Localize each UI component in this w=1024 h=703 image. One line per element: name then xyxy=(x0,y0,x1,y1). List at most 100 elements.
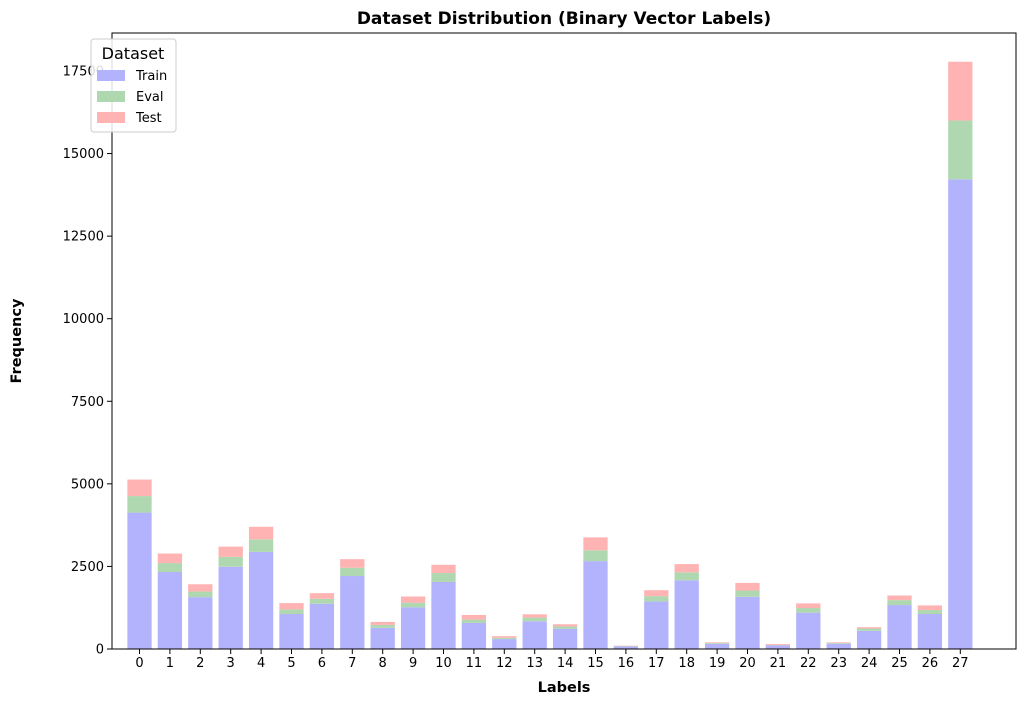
x-tick-label-26: 26 xyxy=(922,656,939,671)
x-tick-label-11: 11 xyxy=(466,656,483,671)
bar-eval-11 xyxy=(461,619,487,623)
bar-test-24 xyxy=(856,627,882,629)
bar-eval-18 xyxy=(674,572,699,581)
bar-eval-22 xyxy=(796,608,821,613)
x-tick-label-13: 13 xyxy=(526,656,543,671)
bar-eval-17 xyxy=(644,596,669,602)
x-tick-label-14: 14 xyxy=(557,656,574,671)
bar-test-27 xyxy=(948,61,973,121)
bar-train-2 xyxy=(188,597,213,649)
bar-train-16 xyxy=(613,646,639,649)
x-tick-label-19: 19 xyxy=(709,656,726,671)
bar-test-21 xyxy=(765,644,791,646)
x-tick-label-21: 21 xyxy=(770,656,787,671)
bar-train-12 xyxy=(492,639,517,649)
legend: Dataset Train Eval Test xyxy=(90,38,177,133)
bar-eval-12 xyxy=(492,637,517,640)
bar-test-19 xyxy=(704,642,730,644)
bar-test-2 xyxy=(188,584,213,592)
bar-test-20 xyxy=(735,582,760,591)
bar-train-10 xyxy=(431,581,456,649)
bar-train-23 xyxy=(826,643,851,649)
bar-train-0 xyxy=(127,512,152,649)
bar-test-0 xyxy=(127,479,152,497)
bar-eval-9 xyxy=(400,602,426,608)
x-tick-label-18: 18 xyxy=(678,656,695,671)
bar-train-17 xyxy=(644,601,669,649)
bar-test-10 xyxy=(431,564,456,574)
bar-eval-24 xyxy=(856,628,882,631)
bar-test-23 xyxy=(826,642,851,644)
x-tick-label-5: 5 xyxy=(287,656,295,671)
x-tick-label-25: 25 xyxy=(891,656,908,671)
x-tick-label-1: 1 xyxy=(166,656,174,671)
bar-eval-2 xyxy=(188,591,213,598)
bar-eval-14 xyxy=(552,626,578,629)
bar-test-3 xyxy=(218,546,243,557)
legend-swatch-train xyxy=(97,70,125,81)
bar-train-13 xyxy=(522,621,547,649)
x-tick-label-0: 0 xyxy=(135,656,143,671)
bar-test-14 xyxy=(552,624,578,627)
bar-train-11 xyxy=(461,622,487,649)
bar-test-13 xyxy=(522,614,547,618)
bar-train-27 xyxy=(948,179,973,649)
bar-eval-23 xyxy=(826,643,851,644)
chart-title: Dataset Distribution (Binary Vector Labe… xyxy=(357,9,771,29)
bar-eval-27 xyxy=(948,120,973,180)
bar-test-17 xyxy=(644,590,669,597)
bar-test-7 xyxy=(340,559,365,568)
bar-test-5 xyxy=(279,603,304,610)
legend-swatch-test xyxy=(97,112,125,123)
bar-test-12 xyxy=(492,636,517,638)
bar-test-22 xyxy=(796,603,821,609)
x-tick-label-15: 15 xyxy=(587,656,604,671)
bar-train-25 xyxy=(887,605,912,649)
bar-eval-20 xyxy=(735,590,760,597)
bar-eval-1 xyxy=(157,563,183,573)
bars-group xyxy=(127,61,973,649)
bar-train-9 xyxy=(400,607,426,649)
y-axis-title: Frequency xyxy=(9,298,25,383)
bar-train-4 xyxy=(248,551,274,649)
bar-train-24 xyxy=(856,630,882,649)
bar-train-5 xyxy=(279,613,304,649)
x-tick-label-27: 27 xyxy=(952,656,969,671)
x-axis-title: Labels xyxy=(538,680,591,696)
bar-test-9 xyxy=(400,596,426,603)
bar-test-15 xyxy=(583,537,608,551)
legend-label-eval: Eval xyxy=(136,90,164,105)
bar-test-8 xyxy=(370,621,395,625)
bar-eval-0 xyxy=(127,496,152,513)
x-tick-label-24: 24 xyxy=(861,656,878,671)
bar-train-26 xyxy=(917,613,943,649)
bar-test-18 xyxy=(674,564,699,573)
bar-eval-7 xyxy=(340,567,365,577)
x-tick-label-2: 2 xyxy=(196,656,204,671)
bar-train-14 xyxy=(552,628,578,649)
bar-test-26 xyxy=(917,605,943,611)
x-tick-label-10: 10 xyxy=(435,656,452,671)
bar-test-6 xyxy=(309,593,335,599)
bar-train-6 xyxy=(309,603,335,649)
bar-eval-13 xyxy=(522,617,547,622)
bar-eval-19 xyxy=(704,643,730,644)
bar-eval-26 xyxy=(917,610,943,614)
x-axis: 0 1 2 3 4 5 6 7 8 9 10 11 12 13 14 15 16 17 18 19 20 21 22 23 24… xyxy=(135,649,969,671)
bar-test-11 xyxy=(461,614,487,620)
x-tick-label-16: 16 xyxy=(618,656,635,671)
legend-label-test: Test xyxy=(135,111,162,126)
legend-frame xyxy=(90,38,177,133)
bar-eval-25 xyxy=(887,600,912,606)
x-tick-label-17: 17 xyxy=(648,656,665,671)
plot-frame xyxy=(111,32,1017,650)
legend-swatch-eval xyxy=(97,91,125,102)
x-tick-label-7: 7 xyxy=(348,656,356,671)
bar-train-7 xyxy=(340,576,365,649)
legend-items: Train Eval Test xyxy=(97,69,167,126)
bar-train-21 xyxy=(765,645,791,649)
bar-eval-3 xyxy=(218,556,243,567)
bar-train-18 xyxy=(674,580,699,649)
